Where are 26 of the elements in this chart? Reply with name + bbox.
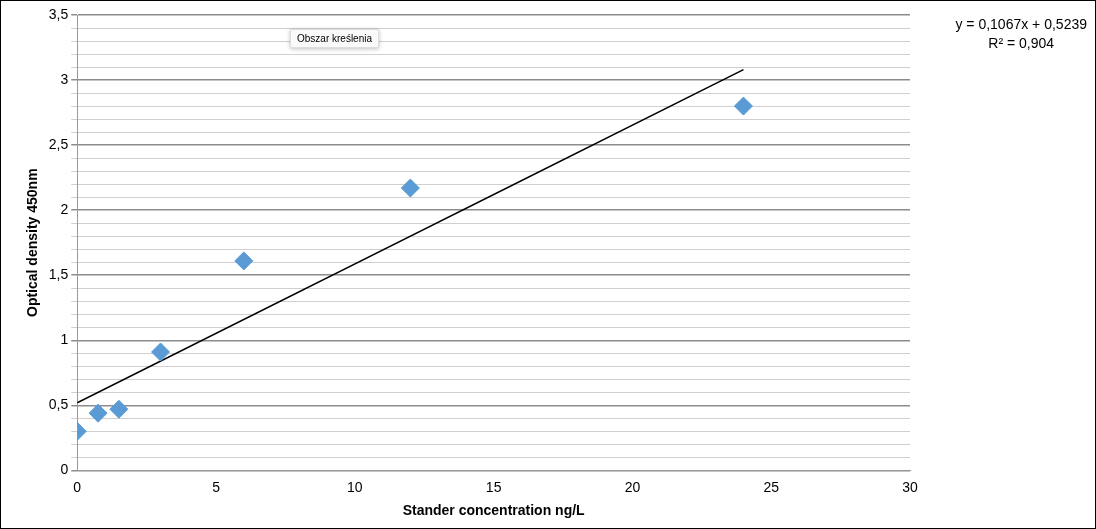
- point: [400, 178, 420, 198]
- annotation: Obszar kreślenia: [290, 29, 380, 48]
- y-axis-title: Optical density 450nm: [24, 168, 41, 317]
- y-tick-label: 3: [60, 70, 69, 87]
- point: [234, 251, 254, 271]
- y-tick-label: 0,5: [48, 396, 69, 413]
- x-tick-label: 20: [624, 478, 641, 495]
- point: [109, 399, 129, 419]
- x-tick-label: 25: [763, 478, 780, 495]
- y-tick-label: 0: [60, 461, 69, 478]
- x-tick-label: 10: [347, 478, 363, 495]
- x-tick-label: 15: [485, 478, 502, 495]
- x-tick-label: 30: [902, 478, 918, 495]
- text: y = 0,1067x + 0,5239: [955, 15, 1087, 34]
- text: R² = 0,904: [987, 34, 1056, 53]
- x-tick-label: 0: [73, 478, 82, 495]
- x-tick-label: 5: [212, 478, 221, 495]
- y-tick-label: 2: [60, 201, 69, 218]
- point: [733, 96, 753, 116]
- x-axis-title: Stander concentration ng/L: [402, 502, 586, 519]
- point: [88, 403, 108, 423]
- y-tick-label: 1,5: [48, 266, 69, 283]
- y-tick-label: 2,5: [48, 135, 69, 152]
- y-tick-label: 1: [60, 331, 69, 348]
- point: [151, 342, 171, 362]
- y-tick-label: 3,5: [48, 5, 69, 22]
